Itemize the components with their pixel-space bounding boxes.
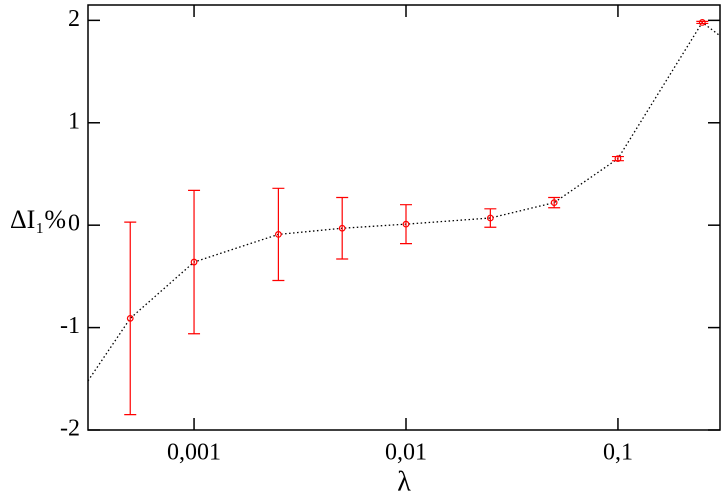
point	[550, 199, 558, 207]
point	[698, 19, 706, 26]
y-tick-label: 1	[68, 108, 80, 134]
x-tick-label: 0,01	[385, 440, 427, 466]
point	[486, 214, 494, 222]
y-tick-label: -1	[60, 313, 80, 339]
error-bar	[272, 187, 285, 282]
x-axis-label: λ	[397, 466, 411, 497]
error-bar	[188, 189, 201, 335]
y-tick-label: 0	[68, 211, 80, 237]
error-bar	[548, 196, 561, 209]
point	[614, 155, 622, 163]
plot-frame	[87, 4, 721, 431]
y-tick-label: 2	[68, 6, 80, 32]
point	[126, 314, 134, 322]
error-bar	[124, 221, 137, 416]
error-bar	[611, 155, 624, 162]
fit-line	[87, 21, 721, 382]
x-tick-label: 0,1	[603, 440, 633, 466]
error-bar	[400, 204, 412, 245]
error-bar	[696, 20, 709, 25]
error-bar	[484, 208, 497, 228]
error-bar	[336, 196, 349, 260]
y-tick-label: -2	[60, 416, 80, 442]
point	[402, 220, 410, 228]
point	[190, 258, 198, 266]
point	[274, 230, 282, 238]
point	[338, 224, 346, 232]
y-axis-label: ΔI₁%	[10, 205, 66, 234]
x-tick-label: 0,001	[167, 440, 221, 466]
